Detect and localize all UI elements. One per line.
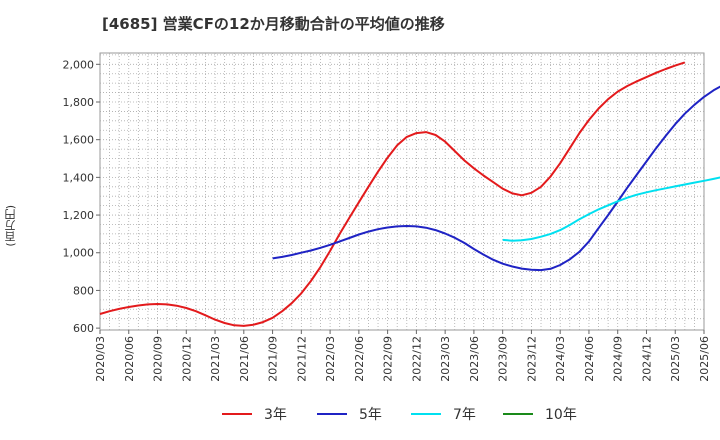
x-tick-label: 2022/06 <box>353 336 366 382</box>
x-tick-label: 2021/12 <box>295 336 308 382</box>
x-tick-label: 2021/09 <box>267 336 280 382</box>
x-tick-label: 2025/03 <box>669 336 682 382</box>
x-tick-label: 2025/06 <box>698 336 711 382</box>
chart-title: [4685] 営業CFの12か月移動合計の平均値の推移 <box>102 15 445 33</box>
x-tick-label: 2022/09 <box>382 336 395 382</box>
series-line-5年 <box>272 85 720 272</box>
x-tick-label: 2021/06 <box>238 336 251 382</box>
legend-label: 3年 <box>264 407 287 423</box>
x-tick-label: 2020/12 <box>180 336 193 382</box>
x-axis-ticks: 2020/03 2020/06 2020/09 2020/12 2021/03 2021/… <box>94 330 711 382</box>
legend: 3年 5年 7年 10年 <box>222 407 577 423</box>
y-tick-label: 1,400 <box>63 171 95 184</box>
y-tick-label: 600 <box>73 322 94 335</box>
series-line-7年 <box>502 176 720 242</box>
x-tick-label: 2020/03 <box>94 336 107 382</box>
x-tick-label: 2021/03 <box>209 336 222 382</box>
series-line-3年 <box>99 61 686 327</box>
y-tick-label: 1,000 <box>63 247 95 260</box>
x-tick-label: 2023/09 <box>497 336 510 382</box>
x-tick-label: 2022/12 <box>410 336 423 382</box>
legend-label: 10年 <box>545 407 577 423</box>
legend-label: 7年 <box>453 407 476 423</box>
x-tick-label: 2022/03 <box>324 336 337 382</box>
x-tick-label: 2024/03 <box>554 336 567 382</box>
y-tick-label: 1,600 <box>63 134 95 147</box>
x-tick-label: 2024/12 <box>640 336 653 382</box>
y-tick-label: 2,000 <box>63 58 95 71</box>
x-tick-label: 2024/09 <box>612 336 625 382</box>
y-axis-ticks: 600 800 1,000 1,200 1,400 1,600 1,800 2,000 <box>63 58 100 335</box>
grid-lines <box>100 53 704 330</box>
y-tick-label: 1,800 <box>63 96 95 109</box>
x-tick-label: 2023/12 <box>525 336 538 382</box>
y-tick-label: 800 <box>73 284 94 297</box>
y-tick-label: 1,200 <box>63 209 95 222</box>
x-tick-label: 2024/06 <box>583 336 596 382</box>
x-tick-label: 2020/09 <box>152 336 165 382</box>
x-tick-label: 2023/03 <box>439 336 452 382</box>
legend-label: 5年 <box>359 407 382 423</box>
x-tick-label: 2020/06 <box>123 336 136 382</box>
plot-area <box>99 52 705 331</box>
x-tick-label: 2023/06 <box>468 336 481 382</box>
series-lines <box>99 61 720 327</box>
